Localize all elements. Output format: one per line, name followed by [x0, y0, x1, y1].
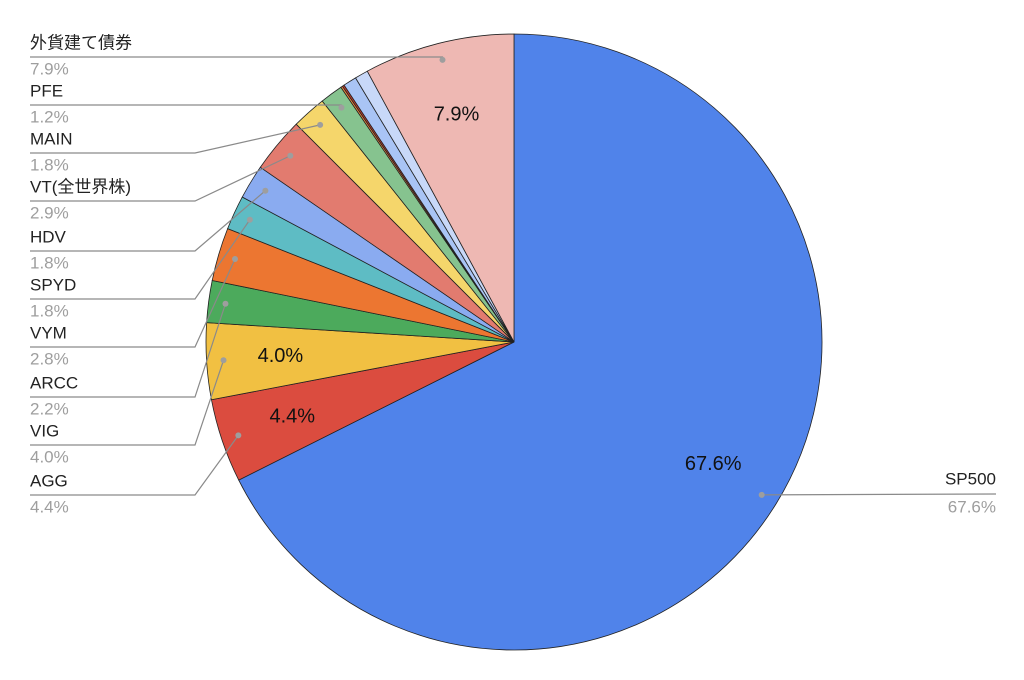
legend-name: PFE [30, 81, 63, 100]
slice-label: 67.6% [685, 453, 742, 475]
legend-value: 2.8% [30, 349, 69, 368]
pie-slice [238, 33, 823, 651]
leader-line [30, 360, 225, 446]
legend-name: HDV [30, 227, 67, 246]
legend-value: 1.8% [30, 253, 69, 272]
legend-name: VIG [30, 421, 59, 440]
legend-value: 7.9% [30, 59, 69, 78]
leader-line [30, 258, 236, 348]
leader-dot [338, 104, 345, 111]
leader-dot [262, 187, 269, 194]
leader-line [30, 124, 321, 154]
leader-line [761, 493, 997, 496]
leader-dot [232, 256, 239, 263]
legend-value: 2.9% [30, 203, 69, 222]
legend-value: 1.8% [30, 301, 69, 320]
legend-name: SP500 [945, 469, 996, 488]
legend-value: 4.4% [30, 497, 69, 516]
pie-slice [366, 33, 515, 343]
leader-dot [235, 432, 242, 439]
legend-name: AGG [30, 471, 68, 490]
legend-name: VT(全世界株) [30, 177, 131, 196]
leader-dot [287, 152, 294, 159]
legend-value: 67.6% [948, 497, 996, 516]
leader-dot [222, 300, 229, 307]
leader-dot [758, 491, 765, 498]
leader-line [30, 56, 444, 60]
legend-value: 2.2% [30, 399, 69, 418]
leader-line [30, 155, 291, 202]
leader-dot [439, 56, 446, 63]
legend-value: 4.0% [30, 447, 69, 466]
legend-name: SPYD [30, 275, 76, 294]
legend-value: 1.2% [30, 107, 69, 126]
slice-label: 4.4% [270, 405, 316, 427]
legend-name: VYM [30, 323, 67, 342]
legend-name: ARCC [30, 373, 78, 392]
leader-dot [220, 357, 227, 364]
leader-line [30, 303, 227, 398]
leader-dot [246, 216, 253, 223]
slice-label: 7.9% [434, 103, 480, 125]
legend-name: MAIN [30, 129, 73, 148]
leader-line [30, 435, 239, 496]
leader-line [30, 190, 266, 252]
leader-dot [317, 121, 324, 128]
legend-value: 1.8% [30, 155, 69, 174]
slice-label: 4.0% [258, 345, 304, 367]
leader-line [30, 219, 251, 300]
legend-name: 外貨建て債券 [30, 33, 132, 52]
leader-line [30, 104, 343, 108]
